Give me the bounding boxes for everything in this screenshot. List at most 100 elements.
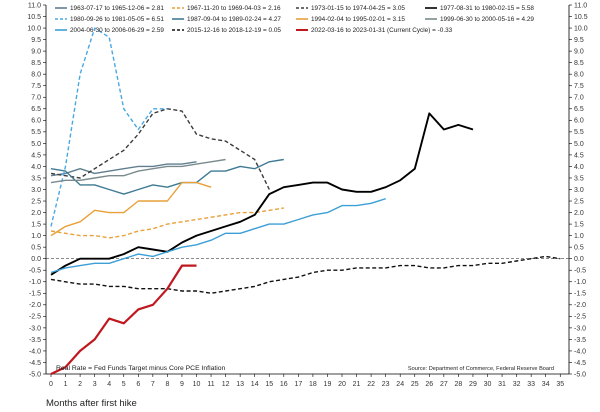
series-line-5 [50,27,168,227]
y-tick-label-left: -2.5 [29,314,41,321]
y-tick-label-left: -1.5 [29,291,41,298]
y-tick-label-right: 4.0 [574,164,584,171]
y-tick-label-left: 6.0 [31,118,41,125]
y-tick-label-left: 8.0 [31,72,41,79]
y-tick-label-left: 11.0 [28,2,41,9]
x-tick-label: 6 [136,381,140,388]
y-tick-label-left: -4.5 [29,360,41,367]
y-tick-label-right: 6.0 [574,118,584,125]
x-tick-label: 26 [425,381,433,388]
x-tick-label: 27 [440,381,448,388]
y-tick-label-right: 0.0 [574,256,584,263]
x-tick-label: 16 [280,381,288,388]
y-axis-left: 11.0 10.5 10.0 9.5 9.0 8.5 8.0 7.5 7.0 6.5 6.0 5.5 5… [27,2,47,378]
y-tick-label-right: 10.5 [574,14,588,21]
legend-label: 1963-07-17 to 1965-12-06 = 2.81 [70,5,164,12]
y-tick-label-left: -1.0 [29,279,41,286]
x-tick-label: 19 [324,381,332,388]
y-tick-label-right: 5.0 [574,141,584,148]
y-tick-label-left: 4.5 [31,152,41,159]
x-axis: 0 1 2 3 4 5 6 7 8 9 10 11 12 13 14 15 16 17 18 19 20 21 22 23 24… [46,373,569,388]
x-tick-label: 32 [513,381,521,388]
x-tick-label: 28 [455,381,463,388]
x-tick-label: 15 [265,381,273,388]
legend-label: 1994-02-04 to 1995-02-01 = 3.15 [311,16,405,23]
y-tick-label-right: 1.5 [574,221,584,228]
legend-label: 2022-03-16 to 2023-01-31 (Current Cycle)… [311,27,453,34]
y-tick-label-left: -2.0 [29,302,41,309]
legend-label: 2015-12-16 to 2018-12-19 = 0.05 [187,27,281,34]
x-tick-label: 29 [469,381,477,388]
x-tick-label: 34 [542,381,550,388]
x-tick-label: 21 [353,381,361,388]
y-tick-label-right: 2.0 [574,210,584,217]
legend-label: 1977-08-31 to 1980-02-15 = 5.58 [440,5,534,12]
y-tick-label-left: -3.5 [29,337,41,344]
x-tick-label: 2 [78,381,82,388]
x-tick-label: 10 [193,381,201,388]
series-line-6 [50,158,284,195]
y-tick-label-left: -3.0 [29,325,41,332]
x-tick-label: 20 [338,381,346,388]
y-tick-label-left: 3.0 [31,187,41,194]
series-line-11 [50,264,197,375]
x-tick-label: 5 [122,381,126,388]
x-tick-label: 30 [484,381,492,388]
y-tick-label-right: -4.5 [574,360,586,367]
y-tick-label-right: 10.0 [574,25,588,32]
x-tick-label: 4 [107,381,111,388]
y-tick-label-right: 8.0 [574,72,584,79]
chart-note: Real Rate = Fed Funds Target minus Core … [56,365,226,372]
y-tick-label-left: 10.5 [27,14,41,21]
x-tick-label: 11 [207,381,214,388]
y-tick-label-right: 2.5 [574,198,584,205]
y-tick-label-right: -3.5 [574,337,586,344]
y-tick-label-right: -3.0 [574,325,586,332]
series-line-4 [50,112,474,276]
y-tick-label-right: 9.5 [574,37,584,44]
y-tick-label-right: 3.0 [574,187,584,194]
x-tick-label: 13 [236,381,244,388]
legend-label: 1973-01-15 to 1974-04-25 = 3.05 [311,5,405,12]
x-tick-label: 12 [222,381,230,388]
x-tick-label: 24 [396,381,404,388]
y-tick-label-left: 1.5 [31,221,41,228]
y-tick-label-left: 0.5 [31,245,41,252]
legend-label: 1999-06-30 to 2000-05-16 = 4.29 [440,16,534,23]
y-tick-label-left: 7.0 [31,95,41,102]
y-tick-label-left: -4.0 [29,348,41,355]
y-tick-label-right: 6.5 [574,106,584,113]
y-tick-label-left: 1.0 [31,233,41,240]
y-tick-label-left: -5.0 [29,371,41,378]
series-line-7 [50,181,212,237]
y-tick-label-left: 6.5 [31,106,41,113]
y-tick-label-left: 7.5 [31,83,41,90]
x-tick-label: 25 [411,381,419,388]
x-tick-label: 33 [527,381,535,388]
y-tick-label-right: -5.0 [574,371,586,378]
y-tick-label-right: -4.0 [574,348,586,355]
y-tick-label-right: 8.5 [574,60,584,67]
x-tick-label: 35 [556,381,564,388]
x-tick-label: 8 [165,381,169,388]
series-line-9 [50,198,386,274]
x-tick-label: 1 [64,381,68,388]
x-tick-label: 17 [294,381,302,388]
y-tick-label-right: 7.5 [574,83,584,90]
x-tick-label: 14 [251,381,259,388]
y-tick-label-right: 3.5 [574,175,584,182]
series-line-1 [50,161,197,177]
y-tick-label-left: 2.5 [31,198,41,205]
y-tick-label-right: -1.5 [574,291,586,298]
y-tick-label-right: 4.5 [574,152,584,159]
source-note: Source: Department of Commerce, Federal … [408,366,554,372]
y-tick-label-left: 0.0 [31,256,41,263]
y-tick-label-left: 4.0 [31,164,41,171]
x-tick-label: 0 [49,381,53,388]
series-layer [50,27,561,375]
legend-label: 1967-11-20 to 1969-04-03 = 2.16 [187,5,281,12]
y-tick-label-left: 3.5 [31,175,41,182]
x-tick-label: 22 [367,381,375,388]
y-tick-label-right: 5.5 [574,129,584,136]
x-tick-label: 23 [382,381,390,388]
